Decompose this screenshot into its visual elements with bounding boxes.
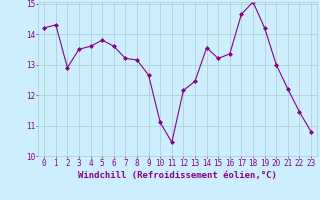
X-axis label: Windchill (Refroidissement éolien,°C): Windchill (Refroidissement éolien,°C) bbox=[78, 171, 277, 180]
